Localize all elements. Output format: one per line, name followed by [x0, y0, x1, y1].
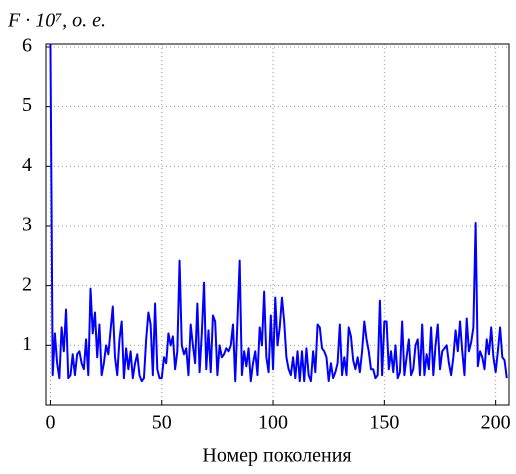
y-tick-label: 4	[22, 154, 32, 176]
x-tick-label: 0	[45, 412, 55, 434]
x-tick-label: 50	[152, 412, 172, 434]
x-tick-label: 100	[258, 412, 288, 434]
chart-title: F · 10⁷, о. е.	[7, 10, 106, 32]
data-line	[49, 43, 508, 383]
y-tick-label: 6	[22, 35, 32, 57]
y-tick-label: 5	[22, 94, 32, 116]
y-tick-label: 1	[22, 333, 32, 355]
x-tick-label: 200	[481, 412, 511, 434]
y-tick-label: 2	[22, 273, 32, 295]
x-axis-label: Номер поколения	[202, 445, 351, 467]
x-tick-label: 150	[369, 412, 399, 434]
plot-frame	[45, 43, 510, 406]
plot-area	[46, 43, 509, 405]
y-tick-label: 3	[22, 214, 32, 236]
